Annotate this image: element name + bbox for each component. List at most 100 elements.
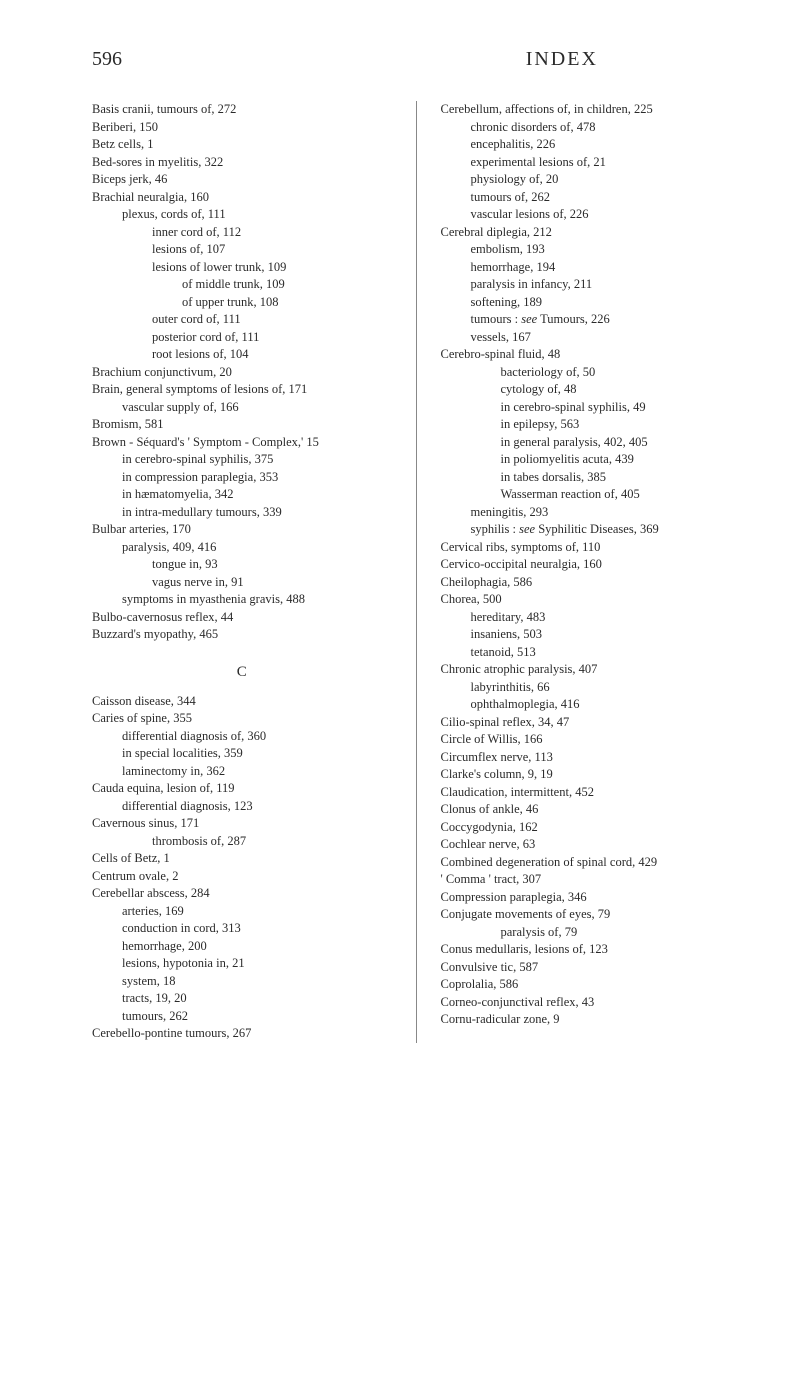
- index-entry: Betz cells, 1: [92, 136, 392, 154]
- index-entry: Circle of Willis, 166: [441, 731, 741, 749]
- index-entry: insaniens, 503: [441, 626, 741, 644]
- index-entry: vascular supply of, 166: [92, 399, 392, 417]
- index-entry: bacteriology of, 50: [441, 364, 741, 382]
- index-entry: cytology of, 48: [441, 381, 741, 399]
- index-entry: hemorrhage, 200: [92, 938, 392, 956]
- index-entry: Claudication, intermittent, 452: [441, 784, 741, 802]
- index-entry: symptoms in myasthenia gravis, 488: [92, 591, 392, 609]
- index-entry: Conus medullaris, lesions of, 123: [441, 941, 741, 959]
- index-entry: vessels, 167: [441, 329, 741, 347]
- index-entry: Compression paraplegia, 346: [441, 889, 741, 907]
- index-entry: in poliomyelitis acuta, 439: [441, 451, 741, 469]
- index-entry: system, 18: [92, 973, 392, 991]
- index-entry: Cerebellum, affections of, in children, …: [441, 101, 741, 119]
- index-entry: root lesions of, 104: [92, 346, 392, 364]
- section-letter: C: [92, 662, 392, 683]
- page-number: 596: [92, 48, 384, 71]
- index-entry: encephalitis, 226: [441, 136, 741, 154]
- index-entry: in tabes dorsalis, 385: [441, 469, 741, 487]
- index-entry: Clonus of ankle, 46: [441, 801, 741, 819]
- index-entry: Buzzard's myopathy, 465: [92, 626, 392, 644]
- index-entry: ' Comma ' tract, 307: [441, 871, 741, 889]
- index-entry: differential diagnosis of, 360: [92, 728, 392, 746]
- index-entry: of middle trunk, 109: [92, 276, 392, 294]
- index-entry: in cerebro-spinal syphilis, 49: [441, 399, 741, 417]
- page-title: INDEX: [384, 48, 740, 71]
- index-entry: Chorea, 500: [441, 591, 741, 609]
- page-container: 596 INDEX Basis cranii, tumours of, 272B…: [0, 0, 800, 1083]
- index-entry: Cerebellar abscess, 284: [92, 885, 392, 903]
- index-entry: laminectomy in, 362: [92, 763, 392, 781]
- index-entry: chronic disorders of, 478: [441, 119, 741, 137]
- column-divider: [416, 101, 417, 1043]
- index-entry: embolism, 193: [441, 241, 741, 259]
- index-entry: ophthalmoplegia, 416: [441, 696, 741, 714]
- index-entry: tumours : see Tumours, 226: [441, 311, 741, 329]
- right-column: Cerebellum, affections of, in children, …: [441, 101, 741, 1043]
- italic-word: see: [521, 312, 537, 326]
- index-entry: Combined degeneration of spinal cord, 42…: [441, 854, 741, 872]
- index-entry: paralysis in infancy, 211: [441, 276, 741, 294]
- index-entry: Cavernous sinus, 171: [92, 815, 392, 833]
- index-entry: Bromism, 581: [92, 416, 392, 434]
- index-entry: syphilis : see Syphilitic Diseases, 369: [441, 521, 741, 539]
- index-entry: labyrinthitis, 66: [441, 679, 741, 697]
- index-entry: Caries of spine, 355: [92, 710, 392, 728]
- index-entry: vagus nerve in, 91: [92, 574, 392, 592]
- index-entry: vascular lesions of, 226: [441, 206, 741, 224]
- index-entry: Cheilophagia, 586: [441, 574, 741, 592]
- index-entry: in cerebro-spinal syphilis, 375: [92, 451, 392, 469]
- index-entry: tongue in, 93: [92, 556, 392, 574]
- index-entry: Chronic atrophic paralysis, 407: [441, 661, 741, 679]
- index-entry: Bulbar arteries, 170: [92, 521, 392, 539]
- index-entry: conduction in cord, 313: [92, 920, 392, 938]
- index-entry: Beriberi, 150: [92, 119, 392, 137]
- index-entry: in intra-medullary tumours, 339: [92, 504, 392, 522]
- index-entry: thrombosis of, 287: [92, 833, 392, 851]
- index-entry: paralysis of, 79: [441, 924, 741, 942]
- index-entry: Coprolalia, 586: [441, 976, 741, 994]
- index-entry: outer cord of, 111: [92, 311, 392, 329]
- index-entry: lesions of, 107: [92, 241, 392, 259]
- index-entry: Brown - Séquard's ' Symptom - Complex,' …: [92, 434, 392, 452]
- index-entry: Brain, general symptoms of lesions of, 1…: [92, 381, 392, 399]
- index-entry: Cauda equina, lesion of, 119: [92, 780, 392, 798]
- italic-word: see: [519, 522, 535, 536]
- index-entry: Biceps jerk, 46: [92, 171, 392, 189]
- index-entry: Caisson disease, 344: [92, 693, 392, 711]
- index-entry: of upper trunk, 108: [92, 294, 392, 312]
- index-entry: Circumflex nerve, 113: [441, 749, 741, 767]
- index-entry: in epilepsy, 563: [441, 416, 741, 434]
- index-columns: Basis cranii, tumours of, 272Beriberi, 1…: [92, 101, 740, 1043]
- index-entry: tumours of, 262: [441, 189, 741, 207]
- index-entry: tumours, 262: [92, 1008, 392, 1026]
- index-entry: Corneo-conjunctival reflex, 43: [441, 994, 741, 1012]
- index-entry: in compression paraplegia, 353: [92, 469, 392, 487]
- index-entry: plexus, cords of, 111: [92, 206, 392, 224]
- index-entry: differential diagnosis, 123: [92, 798, 392, 816]
- index-entry: in special localities, 359: [92, 745, 392, 763]
- index-entry: Cervico-occipital neuralgia, 160: [441, 556, 741, 574]
- index-entry: paralysis, 409, 416: [92, 539, 392, 557]
- index-entry: Brachial neuralgia, 160: [92, 189, 392, 207]
- page-header: 596 INDEX: [92, 48, 740, 71]
- index-entry: Conjugate movements of eyes, 79: [441, 906, 741, 924]
- index-entry: softening, 189: [441, 294, 741, 312]
- index-entry: Cilio-spinal reflex, 34, 47: [441, 714, 741, 732]
- index-entry: experimental lesions of, 21: [441, 154, 741, 172]
- index-entry: posterior cord of, 111: [92, 329, 392, 347]
- index-entry: Basis cranii, tumours of, 272: [92, 101, 392, 119]
- left-column: Basis cranii, tumours of, 272Beriberi, 1…: [92, 101, 392, 1043]
- index-entry: Convulsive tic, 587: [441, 959, 741, 977]
- index-entry: in general paralysis, 402, 405: [441, 434, 741, 452]
- index-entry: Bed-sores in myelitis, 322: [92, 154, 392, 172]
- index-entry: Wasserman reaction of, 405: [441, 486, 741, 504]
- index-entry: tracts, 19, 20: [92, 990, 392, 1008]
- index-entry: Coccygodynia, 162: [441, 819, 741, 837]
- index-entry: lesions of lower trunk, 109: [92, 259, 392, 277]
- index-entry: Brachium conjunctivum, 20: [92, 364, 392, 382]
- index-entry: tetanoid, 513: [441, 644, 741, 662]
- index-entry: Cerebello-pontine tumours, 267: [92, 1025, 392, 1043]
- index-entry: hereditary, 483: [441, 609, 741, 627]
- index-entry: Cells of Betz, 1: [92, 850, 392, 868]
